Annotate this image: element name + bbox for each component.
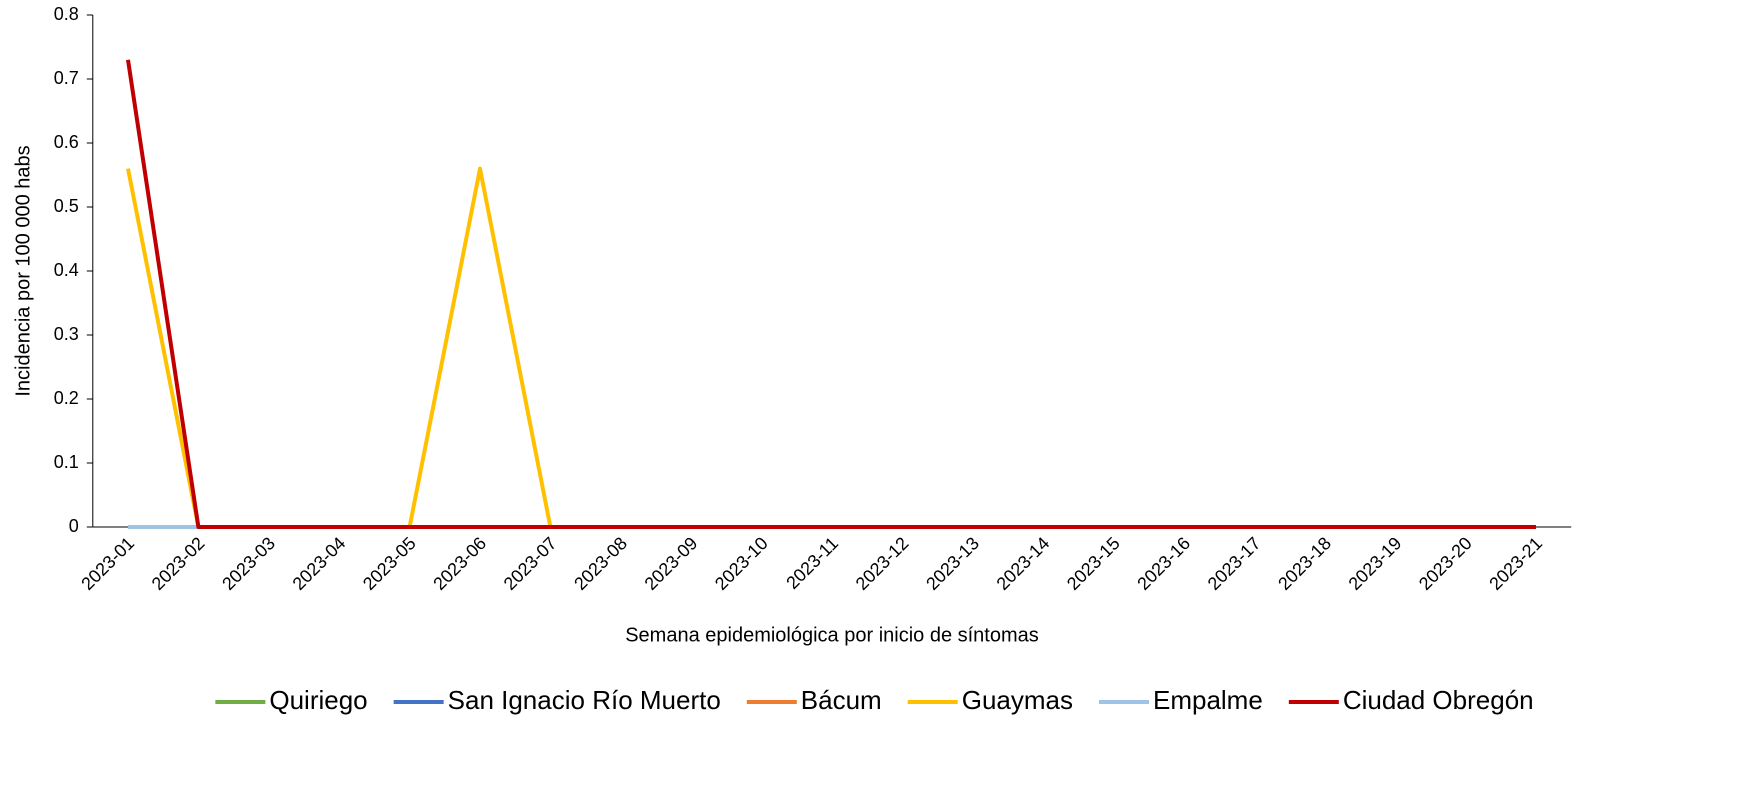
- x-tick-label: 2023-09: [641, 533, 702, 594]
- x-tick-label: 2023-19: [1345, 533, 1406, 594]
- y-tick-label: 0.5: [54, 196, 79, 216]
- x-tick-label: 2023-17: [1204, 533, 1265, 594]
- x-tick-label: 2023-04: [289, 533, 350, 594]
- y-axis-title: Incidencia por 100 000 habs: [12, 145, 34, 396]
- x-tick-label: 2023-21: [1485, 533, 1546, 594]
- legend-label: Quiriego: [269, 685, 367, 715]
- x-tick-label: 2023-11: [782, 533, 842, 593]
- x-tick-label: 2023-10: [711, 533, 772, 594]
- legend-label: Guaymas: [962, 685, 1073, 715]
- x-tick-label: 2023-13: [922, 533, 983, 594]
- x-tick-label: 2023-07: [500, 533, 561, 594]
- series-line: [126, 166, 1536, 529]
- legend-label: Ciudad Obregón: [1343, 685, 1534, 715]
- x-tick-label: 2023-15: [1063, 533, 1124, 594]
- x-tick-label: 2023-12: [852, 533, 913, 594]
- y-tick-label: 0.4: [54, 260, 79, 280]
- legend-label: Empalme: [1153, 685, 1263, 715]
- legend-label: San Ignacio Río Muerto: [448, 685, 721, 715]
- y-tick-label: 0.2: [54, 388, 79, 408]
- x-tick-label: 2023-02: [148, 533, 209, 594]
- x-tick-label: 2023-03: [218, 533, 279, 594]
- y-tick-label: 0.1: [54, 452, 79, 472]
- x-tick-label: 2023-16: [1133, 533, 1194, 594]
- y-tick-label: 0.8: [54, 4, 79, 24]
- series-line: [126, 59, 1536, 529]
- y-tick-label: 0.7: [54, 68, 79, 88]
- x-tick-label: 2023-14: [993, 533, 1054, 594]
- x-tick-label: 2023-08: [570, 533, 631, 594]
- y-tick-label: 0.3: [54, 324, 79, 344]
- x-axis-title: Semana epidemiológica por inicio de sínt…: [625, 624, 1039, 646]
- x-tick-label: 2023-06: [429, 533, 490, 594]
- y-tick-label: 0: [69, 516, 79, 536]
- legend-label: Bácum: [801, 685, 882, 715]
- x-tick-label: 2023-05: [359, 533, 420, 594]
- y-tick-label: 0.6: [54, 132, 79, 152]
- x-tick-label: 2023-20: [1415, 533, 1476, 594]
- x-tick-label: 2023-18: [1274, 533, 1335, 594]
- x-tick-label: 2023-01: [77, 533, 138, 594]
